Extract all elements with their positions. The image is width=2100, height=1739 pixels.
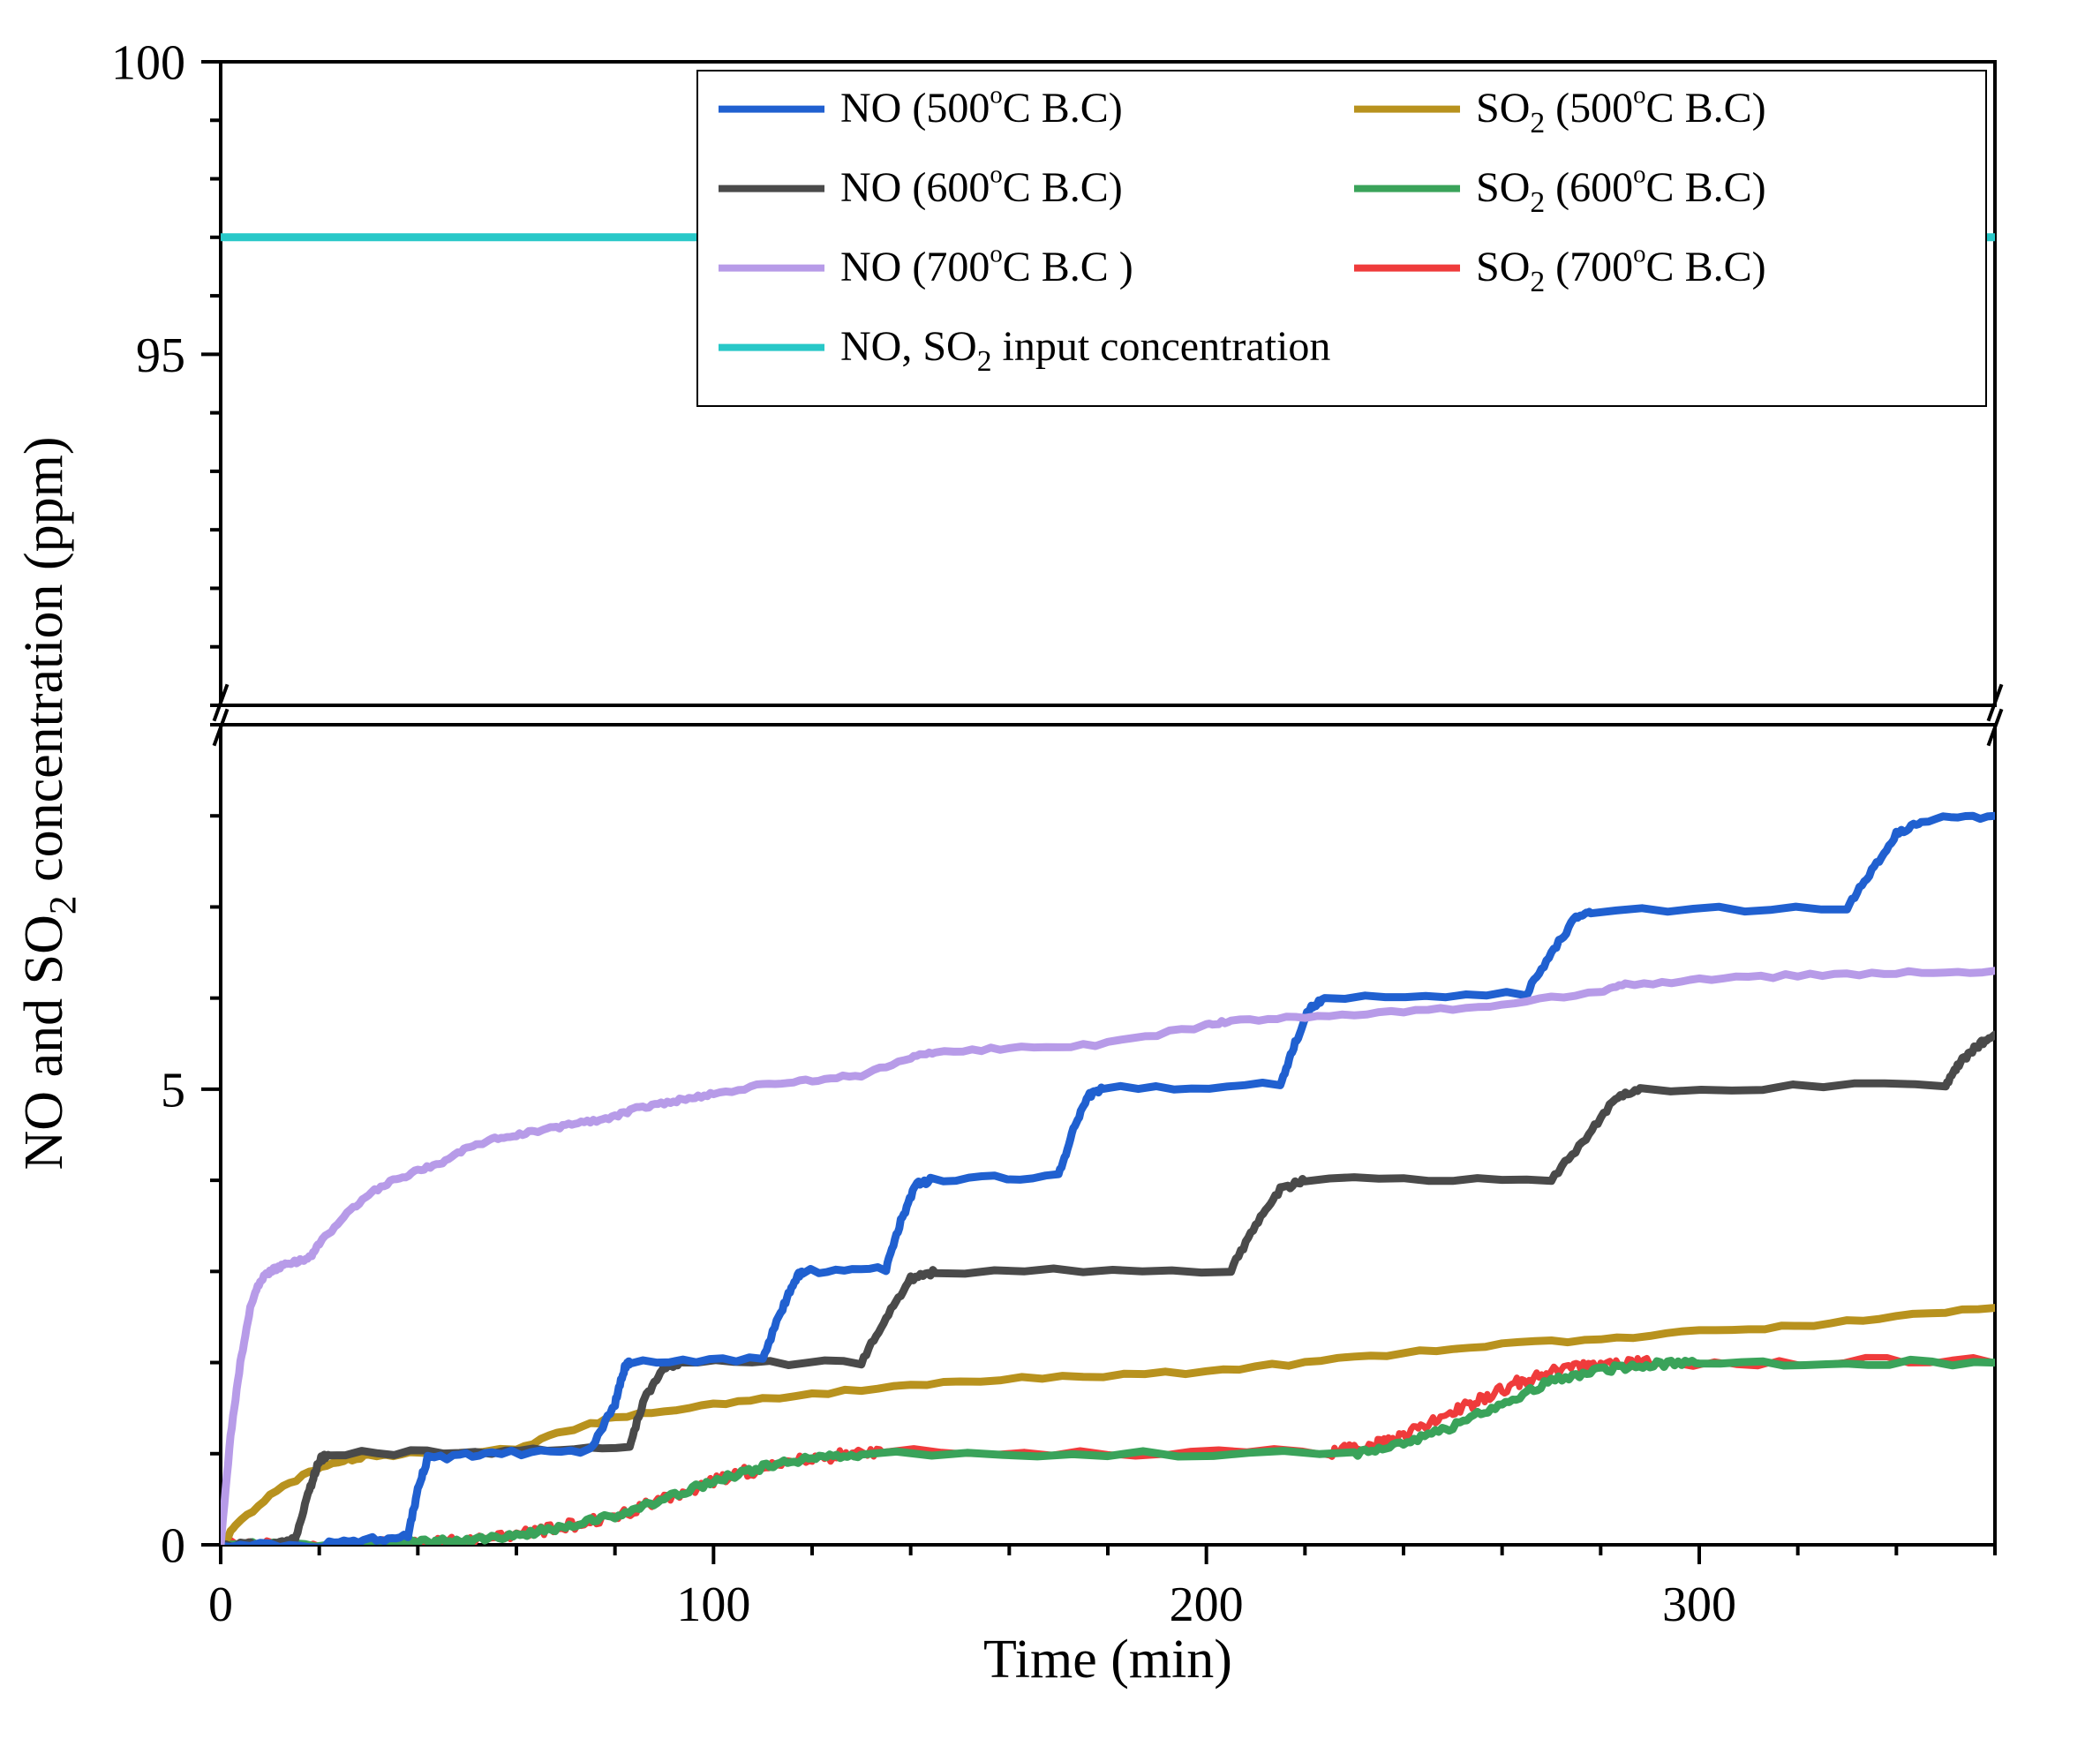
chart-svg: 0 100 200 300 0 5 95 100 Time (min) NO and SO2 co… <box>0 0 2100 1739</box>
legend-item-label: SO2 (700oC B.C) <box>1476 239 1766 298</box>
series-no500 <box>221 816 1995 1547</box>
y-tick-label: 95 <box>136 328 185 383</box>
legend-item-label: SO2 (600oC B.C) <box>1476 160 1766 219</box>
x-tick-label: 100 <box>676 1577 750 1632</box>
y-axis-label: NO and SO2 concentration (ppm) <box>14 437 85 1171</box>
legend-item-label: NO (500oC B.C) <box>840 80 1123 132</box>
y-tick-label: 100 <box>111 36 185 91</box>
x-tick-label: 200 <box>1170 1577 1244 1632</box>
legend-item-label: NO, SO2 input concentration <box>840 323 1330 378</box>
legend-item-label: NO (700oC B.C ) <box>840 239 1133 290</box>
x-tick-label: 0 <box>208 1577 233 1632</box>
chart-container: 0 100 200 300 0 5 95 100 Time (min) NO and SO2 co… <box>0 0 2100 1739</box>
x-axis-label: Time (min) <box>983 1630 1232 1690</box>
legend-item-label: SO2 (500oC B.C) <box>1476 80 1766 139</box>
series-no600 <box>221 1035 1995 1547</box>
svg-text:NO and SO2 concentration (ppm): NO and SO2 concentration (ppm) <box>14 437 85 1171</box>
x-tick-label: 300 <box>1662 1577 1736 1632</box>
legend: NO (500oC B.C) SO2 (500oC B.C) NO (600oC B… <box>697 71 1986 406</box>
y-tick-label: 5 <box>161 1063 185 1118</box>
y-tick-label: 0 <box>161 1519 185 1574</box>
series-so2_500 <box>221 1308 1995 1547</box>
legend-item-label: NO (600oC B.C) <box>840 160 1123 211</box>
